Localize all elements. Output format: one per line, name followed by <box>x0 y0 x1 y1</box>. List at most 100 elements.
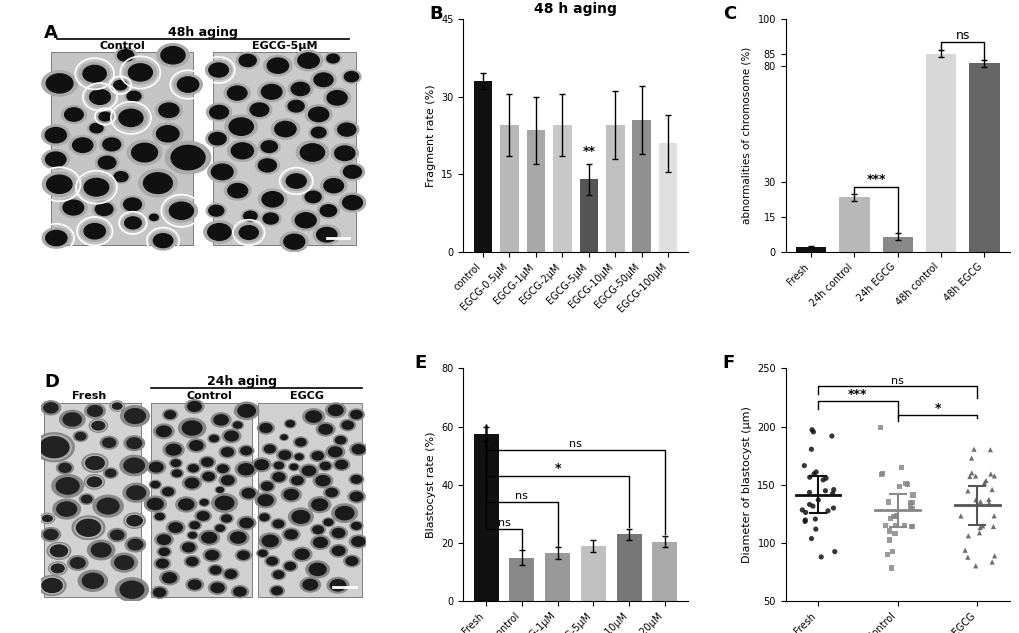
Circle shape <box>239 518 253 528</box>
Circle shape <box>235 461 257 477</box>
Circle shape <box>156 126 179 142</box>
Circle shape <box>302 466 315 475</box>
Circle shape <box>231 421 244 429</box>
Circle shape <box>318 461 332 471</box>
Circle shape <box>120 455 148 475</box>
Circle shape <box>339 193 366 212</box>
Circle shape <box>145 496 166 512</box>
Circle shape <box>269 586 284 596</box>
Circle shape <box>93 201 116 218</box>
Circle shape <box>323 487 339 498</box>
Circle shape <box>255 493 276 508</box>
Circle shape <box>126 486 146 499</box>
Point <box>816 486 833 496</box>
Circle shape <box>262 482 272 490</box>
Circle shape <box>258 189 286 210</box>
Circle shape <box>286 174 306 188</box>
Circle shape <box>224 84 250 103</box>
Circle shape <box>93 495 123 517</box>
Circle shape <box>331 504 357 522</box>
Point <box>970 528 986 538</box>
Circle shape <box>52 475 84 498</box>
Circle shape <box>165 199 198 222</box>
Point <box>807 467 823 477</box>
Point <box>897 478 913 488</box>
Circle shape <box>350 492 363 501</box>
Circle shape <box>92 421 105 430</box>
Circle shape <box>274 462 283 468</box>
Point <box>963 453 979 463</box>
Circle shape <box>313 225 340 244</box>
Point <box>973 521 989 531</box>
Circle shape <box>56 478 79 494</box>
Circle shape <box>242 210 259 222</box>
Point <box>809 495 825 505</box>
Circle shape <box>203 472 214 480</box>
Circle shape <box>324 179 343 193</box>
Bar <box>552 125 571 252</box>
Point <box>887 511 903 522</box>
Circle shape <box>42 228 70 248</box>
Circle shape <box>327 577 348 593</box>
Circle shape <box>82 454 108 472</box>
Circle shape <box>207 103 231 121</box>
Circle shape <box>162 488 173 496</box>
Circle shape <box>335 437 345 444</box>
Circle shape <box>123 513 145 529</box>
Circle shape <box>237 551 249 560</box>
Circle shape <box>320 462 330 470</box>
Circle shape <box>206 130 229 147</box>
Circle shape <box>212 494 237 512</box>
Circle shape <box>72 516 105 539</box>
Circle shape <box>200 499 208 505</box>
Circle shape <box>166 521 184 534</box>
Circle shape <box>186 558 198 565</box>
Point <box>823 488 840 498</box>
Circle shape <box>263 213 278 224</box>
Text: EGCG: EGCG <box>289 391 324 401</box>
Circle shape <box>215 486 224 493</box>
Circle shape <box>287 101 304 112</box>
Circle shape <box>126 515 142 526</box>
Point <box>819 506 836 516</box>
Point <box>893 463 909 473</box>
Circle shape <box>294 213 316 228</box>
Circle shape <box>157 535 170 544</box>
Circle shape <box>326 489 337 497</box>
Circle shape <box>238 446 254 456</box>
Circle shape <box>335 460 347 469</box>
Circle shape <box>345 557 358 565</box>
Circle shape <box>90 89 110 104</box>
Circle shape <box>230 532 246 543</box>
Circle shape <box>225 115 257 138</box>
Circle shape <box>331 144 358 163</box>
Circle shape <box>221 448 233 456</box>
Circle shape <box>317 203 339 218</box>
Circle shape <box>127 91 141 101</box>
Circle shape <box>85 475 104 489</box>
Circle shape <box>227 141 257 161</box>
Text: D: D <box>44 373 59 391</box>
Point <box>807 524 823 534</box>
Point <box>898 479 914 489</box>
Circle shape <box>151 482 159 487</box>
Circle shape <box>208 161 236 182</box>
Circle shape <box>190 441 203 450</box>
Circle shape <box>283 489 299 500</box>
Point <box>812 552 828 562</box>
Point <box>824 503 841 513</box>
Circle shape <box>284 420 296 428</box>
Circle shape <box>298 53 319 68</box>
Circle shape <box>148 498 163 510</box>
Circle shape <box>215 463 230 474</box>
Circle shape <box>120 406 149 426</box>
Text: C: C <box>722 5 736 23</box>
Circle shape <box>283 234 305 249</box>
Bar <box>968 63 999 252</box>
Bar <box>51 52 194 245</box>
Bar <box>616 534 641 601</box>
Circle shape <box>342 196 362 210</box>
Circle shape <box>73 431 88 441</box>
Circle shape <box>215 496 233 510</box>
Circle shape <box>289 475 305 486</box>
